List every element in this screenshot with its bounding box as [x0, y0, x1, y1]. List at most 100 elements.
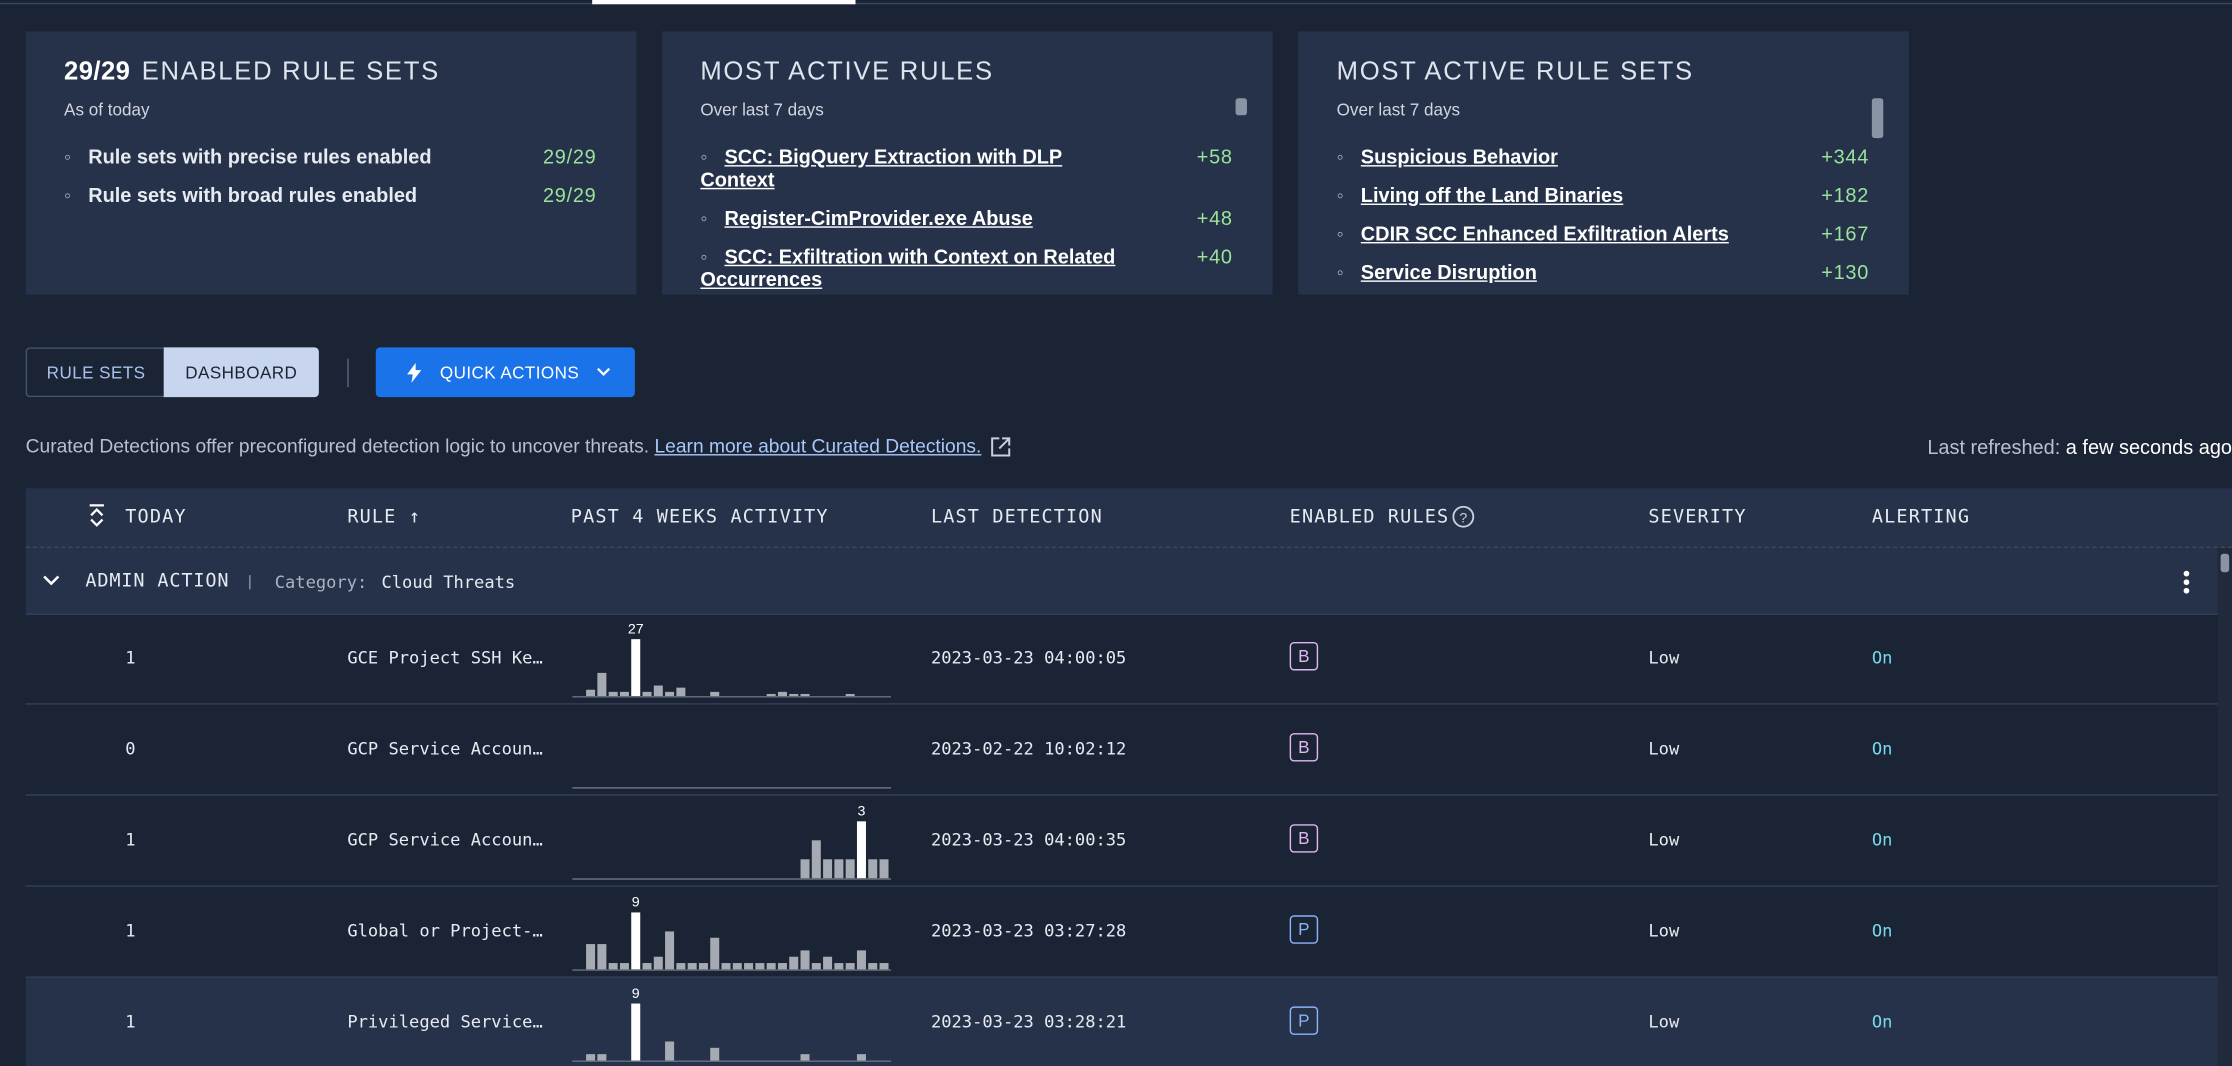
card-item-label-wrap: ◦ CDIR SCC Enhanced Exfiltration Alerts: [1337, 222, 1764, 245]
severity: Low: [1648, 829, 1680, 850]
quick-actions-button[interactable]: QUICK ACTIONS: [375, 347, 635, 398]
rule-name: GCP Service Accoun…: [347, 738, 543, 759]
learn-more-link[interactable]: Learn more about Curated Detections.: [654, 435, 982, 457]
refreshed-label: Last refreshed:: [1927, 435, 2061, 459]
info-text: Curated Detections offer preconfigured d…: [25, 435, 650, 457]
card-item-value: +130: [1821, 260, 1870, 284]
activity-bar: [845, 693, 855, 697]
activity-bar: [710, 691, 720, 697]
card-item-value: +344: [1821, 145, 1870, 168]
last-detection: 2023-03-23 03:27:28: [930, 920, 1127, 941]
peak-label: 3: [857, 804, 865, 820]
summary-card: MOST ACTIVE RULES Over last 7 days ◦ SCC: B…: [661, 31, 1273, 295]
column-header: RULE ↑: [347, 506, 422, 529]
card-item-value: +58: [1196, 145, 1233, 168]
rule-name: Global or Project-…: [347, 920, 543, 941]
card-item-link[interactable]: Register-CimProvider.exe Abuse: [724, 206, 1033, 230]
card-item-link[interactable]: Suspicious Behavior: [1360, 145, 1558, 168]
card-item-value: 29/29: [542, 183, 597, 207]
activity-bar: [608, 691, 618, 697]
scrollbar-track: [2217, 548, 2232, 1066]
activity-bar: [597, 1054, 607, 1061]
table-row[interactable]: 1 GCP Service Accoun… 3 2023-03-23 04:00:35…: [25, 796, 2218, 887]
card-item: ◦ SCC: BigQuery Extraction with DLP Conte…: [700, 145, 1232, 191]
activity-bar: [744, 963, 754, 970]
rule-name: GCP Service Accoun…: [347, 829, 543, 850]
activity-bar: [631, 912, 641, 970]
card-item-label-wrap: ◦ Register-CimProvider.exe Abuse: [700, 206, 1127, 229]
activity-bar: [766, 963, 776, 970]
activity-bar: [811, 840, 821, 879]
card-item-value: 29/29: [542, 145, 597, 168]
enabled-badge: B: [1289, 824, 1319, 853]
activity-bar: [755, 963, 765, 970]
table-header: [25, 488, 2232, 549]
activity-bar: [800, 950, 810, 970]
activity-bar: [586, 689, 596, 697]
activity-bar: [676, 687, 686, 697]
activity-bar: [687, 963, 697, 970]
table-row[interactable]: 1 Privileged Service… 9 2023-03-23 03:28:21…: [25, 977, 2218, 1066]
activity-bar: [676, 963, 686, 970]
activity-bar: [619, 691, 629, 697]
card-items: ◦ SCC: BigQuery Extraction with DLP Conte…: [700, 145, 1232, 294]
activity-bar: [653, 956, 663, 970]
rule-name: GCE Project SSH Ke…: [347, 647, 543, 668]
card-item-label-wrap: ◦ Suspicious Behavior: [1337, 145, 1764, 168]
severity: Low: [1648, 1012, 1680, 1033]
rule-sets-tab[interactable]: RULE SETS: [25, 347, 166, 398]
card-title: 29/29 ENABLED RULE SETS: [64, 57, 440, 87]
column-header: TODAY: [125, 506, 187, 529]
alerting: On: [1871, 920, 1893, 941]
activity-bar: [777, 963, 787, 970]
activity-bar: [777, 691, 787, 697]
card-item-link[interactable]: SCC: Exfiltration with Context on Relate…: [700, 244, 1116, 291]
table-row[interactable]: 1 GCE Project SSH Ke… 27 2023-03-23 04:00:0…: [25, 614, 2218, 705]
activity-bar: [732, 963, 742, 970]
dashboard-tab[interactable]: DASHBOARD: [163, 347, 319, 398]
refresh-status: Last refreshed: a few seconds ago: [1927, 436, 2232, 459]
card-title-text: ENABLED RULE SETS: [141, 56, 440, 86]
card-subtitle: As of today: [64, 99, 150, 120]
card-item-link[interactable]: SCC: BigQuery Extraction with DLP Contex…: [700, 145, 1063, 191]
help-mark: ?: [1459, 510, 1467, 526]
group-toggle[interactable]: [43, 575, 60, 586]
card-item-value: +182: [1821, 183, 1870, 207]
activity-bar: [597, 672, 607, 697]
alerting: On: [1871, 647, 1893, 668]
activity-bar: [800, 1054, 810, 1061]
bullet: ◦: [64, 145, 72, 168]
card-item-link[interactable]: CDIR SCC Enhanced Exfiltration Alerts: [1360, 222, 1729, 245]
bullet: ◦: [1336, 145, 1344, 168]
today-count: 1: [125, 1012, 136, 1033]
enabled-badge: B: [1289, 733, 1319, 762]
card-item: ◦ Register-CimProvider.exe Abuse +48: [700, 206, 1232, 229]
bullet: ◦: [1336, 222, 1344, 245]
group-menu[interactable]: [2182, 569, 2191, 595]
scrollbar-thumb[interactable]: [2220, 553, 2230, 573]
activity-sparkline: 3: [572, 804, 892, 880]
activity-bar: [834, 859, 844, 879]
table-row[interactable]: 0 GCP Service Accoun… 2023-02-22 10:02:12 B…: [25, 705, 2218, 796]
group-row: ADMIN ACTION Category: Cloud Threats: [25, 548, 2218, 615]
active-tab-indicator: [592, 0, 856, 5]
card-item-label: Rule sets with broad rules enabled: [88, 183, 418, 207]
card-item-link[interactable]: Living off the Land Binaries: [1360, 183, 1624, 207]
card-item: ◦ Rule sets with broad rules enabled 29/29: [64, 184, 596, 207]
card-title-text: MOST ACTIVE RULES: [700, 56, 994, 86]
activity-bar: [856, 1054, 866, 1061]
top-rule: [0, 2, 2232, 5]
table-row[interactable]: 1 Global or Project-… 9 2023-03-23 03:27:28…: [25, 887, 2218, 978]
activity-bar: [665, 1041, 675, 1061]
today-count: 1: [125, 647, 136, 668]
collapse-all-icon[interactable]: [88, 502, 105, 530]
enabled-badge: P: [1289, 915, 1319, 944]
last-detection: 2023-03-23 03:28:21: [930, 1012, 1127, 1033]
last-detection: 2023-03-23 04:00:05: [930, 647, 1127, 668]
activity-bar: [845, 859, 855, 879]
card-item-link[interactable]: Service Disruption: [1360, 260, 1537, 284]
quick-actions-label: QUICK ACTIONS: [439, 362, 580, 383]
group-category-label: Category:: [274, 572, 368, 593]
alerting: On: [1871, 738, 1893, 759]
